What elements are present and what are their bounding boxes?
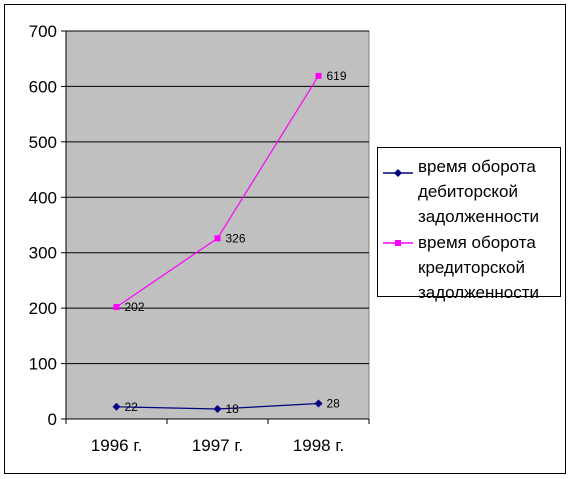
- data-label: 326: [226, 231, 246, 245]
- legend: время оборота дебиторской задолженности …: [377, 147, 561, 302]
- x-tick-label: 1996 г.: [91, 436, 142, 455]
- plot-area: [65, 30, 370, 420]
- series-layer: 22 18 28 202 326 619: [112, 69, 347, 416]
- data-label: 22: [125, 400, 139, 414]
- legend-marker-payables: [383, 240, 413, 246]
- y-tick-label: 400: [29, 188, 57, 207]
- y-tick-label: 700: [29, 22, 57, 41]
- y-tick-label: 100: [29, 355, 57, 374]
- data-label: 619: [327, 69, 347, 83]
- data-label: 28: [327, 396, 341, 410]
- legend-label-payables: время оборота кредиторской задолженности: [418, 233, 540, 302]
- y-tick-label: 300: [29, 244, 57, 263]
- x-tick-label: 1998 г.: [293, 436, 344, 455]
- y-tick-label: 200: [29, 299, 57, 318]
- y-tick-label: 600: [29, 77, 57, 96]
- axes: 0 100 200 300 400 500 600 700 1996 г. 1997 г. 1998…: [29, 22, 370, 455]
- data-point: [315, 72, 322, 79]
- y-tick-label: 500: [29, 133, 57, 152]
- y-tick-label: 0: [48, 410, 57, 429]
- data-label: 18: [226, 402, 240, 416]
- data-label: 202: [125, 300, 145, 314]
- data-point: [112, 402, 121, 411]
- data-point: [113, 304, 120, 311]
- data-point: [214, 235, 221, 242]
- x-tick-label: 1997 г.: [192, 436, 243, 455]
- data-point: [314, 399, 323, 408]
- legend-marker-receivables: [383, 169, 413, 177]
- data-point: [213, 405, 222, 414]
- legend-label-receivables: время оборота дебиторской задолженности: [418, 157, 540, 226]
